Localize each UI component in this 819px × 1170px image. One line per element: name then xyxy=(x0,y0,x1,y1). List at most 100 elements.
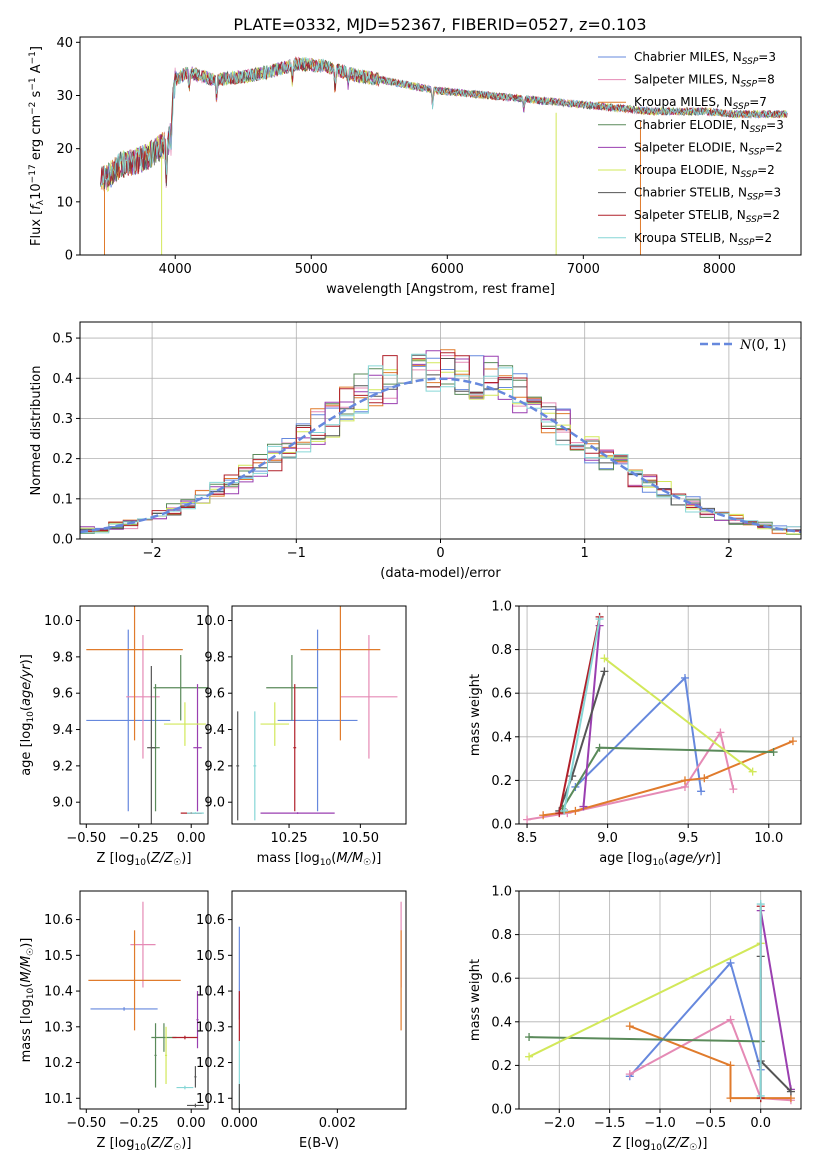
x-tick-label: −2 xyxy=(143,546,162,561)
y-tick-label: 1.0 xyxy=(491,885,512,900)
label-part: =2 xyxy=(762,208,780,222)
label-part: 10 xyxy=(134,1143,146,1153)
y-tick-label: 9.6 xyxy=(204,687,225,702)
x-tick-label: 5000 xyxy=(295,262,328,277)
label-part: Kroupa ELODIE, N xyxy=(634,163,741,177)
y-axis-label: Flux [fλ10−17 erg cm−2 s−1 A−1] xyxy=(28,46,46,246)
plot-area xyxy=(238,901,402,1109)
y-tick-label: 0 xyxy=(65,249,73,264)
x-tick-label: 9.0 xyxy=(597,831,618,846)
label-part: −2 xyxy=(28,102,38,115)
weight-marker xyxy=(568,772,577,781)
panel-mass-vs-EBV: 0.000 0.002 10.1 10.2 10.3 10.4 10.5 10.6 E(B-V) xyxy=(196,890,407,1151)
y-tick-label: 9.8 xyxy=(204,650,225,665)
label-part: age/yr xyxy=(19,663,34,706)
legend-entry: Salpeter MILES, NSSP=8 xyxy=(634,73,775,90)
label-part: ( xyxy=(146,851,151,866)
y-tick-label: 10.5 xyxy=(44,949,73,964)
x-axis-label: Z [log10(Z/Z☉)] xyxy=(97,851,192,868)
label-part: )] xyxy=(697,1136,707,1151)
weight-marker xyxy=(625,1022,634,1031)
x-tick-label: 10.50 xyxy=(342,831,379,846)
x-axis-label: (data-model)/error xyxy=(380,566,501,581)
plot-area xyxy=(86,606,208,824)
label-part: Salpeter MILES, N xyxy=(634,73,741,87)
x-tick-label: 8.5 xyxy=(517,831,538,846)
y-tick-label: 9.4 xyxy=(52,723,73,738)
legend-entry: Chabrier STELIB, NSSP=3 xyxy=(634,186,781,203)
y-tick-label: 10.6 xyxy=(196,913,225,928)
spectrum-line xyxy=(100,57,788,186)
label-part: λ xyxy=(36,199,46,205)
y-tick-label: 0.1 xyxy=(52,492,73,507)
y-tick-label: 0.8 xyxy=(491,928,512,943)
label-part: =2 xyxy=(765,140,783,154)
x-axis-label: E(B-V) xyxy=(299,1136,339,1151)
normal-curve xyxy=(80,377,801,534)
label-part: SSP xyxy=(747,193,764,203)
panel-weight-vs-age: 8.5 9.0 9.5 10.0 0.0 0.2 0.4 0.6 0.8 1.0 age [log1… xyxy=(468,600,802,868)
y-axis-label: mass [log10(M/M☉)] xyxy=(19,938,36,1063)
label-part: SSP xyxy=(733,102,750,112)
legend-entry: Chabrier ELODIE, NSSP=3 xyxy=(634,118,784,135)
weight-marker xyxy=(726,1015,735,1024)
label-part: erg cm xyxy=(29,115,44,164)
y-tick-label: 10.1 xyxy=(196,1092,225,1107)
label-part: age [log xyxy=(599,851,652,866)
y-tick-label: 9.4 xyxy=(204,723,225,738)
label-part: 10 xyxy=(650,1143,662,1153)
label-part: ( xyxy=(19,706,34,711)
label-part: 10 xyxy=(26,987,36,999)
y-axis-label: mass weight xyxy=(468,959,483,1041)
label-part: −1 xyxy=(28,77,38,90)
x-axis-label: Z [log10(Z/Z☉)] xyxy=(97,1136,192,1153)
x-tick-label: 1 xyxy=(581,546,589,561)
y-tick-label: 9.0 xyxy=(52,796,73,811)
plot-area xyxy=(80,349,801,539)
label-part: SSP xyxy=(746,215,763,225)
x-tick-label: −0.25 xyxy=(119,1116,159,1131)
label-part: =3 xyxy=(766,118,784,132)
legend-entry: Salpeter STELIB, NSSP=2 xyxy=(634,208,780,225)
label-part: SSP xyxy=(742,57,759,67)
x-tick-label: −2.0 xyxy=(543,1116,575,1131)
label-part: Z/Z xyxy=(666,1136,690,1151)
label-part: ( xyxy=(331,851,336,866)
weight-marker xyxy=(726,958,735,967)
y-tick-label: 0.2 xyxy=(491,774,512,789)
label-part: mass [log xyxy=(19,999,34,1062)
weight-line xyxy=(558,616,601,814)
label-part: ( xyxy=(19,983,34,988)
label-part: age [log xyxy=(19,723,34,776)
weight-line xyxy=(558,671,606,812)
label-part: −17 xyxy=(28,164,38,183)
label-part: 10 xyxy=(652,858,664,868)
label-part: Kroupa STELIB, N xyxy=(634,231,738,245)
panel-age-vs-mass: 10.25 10.50 9.0 9.2 9.4 9.6 9.8 10.0 mass [log10… xyxy=(196,605,407,868)
label-part: Z [log xyxy=(613,1136,651,1151)
label-part: Z/Z xyxy=(150,851,174,866)
label-part: Chabrier MILES, N xyxy=(634,50,742,64)
weight-line xyxy=(561,746,774,810)
y-tick-label: 40 xyxy=(56,36,73,51)
x-tick-label: −1.5 xyxy=(594,1116,626,1131)
plot-area xyxy=(523,612,797,824)
y-tick-label: 0.4 xyxy=(491,730,512,745)
y-tick-label: 0.6 xyxy=(491,972,512,987)
axes-frame xyxy=(79,605,209,825)
weight-marker xyxy=(700,774,709,783)
label-part: −1 xyxy=(28,51,38,64)
label-part: =8 xyxy=(757,73,775,87)
y-tick-label: 0.3 xyxy=(52,412,73,427)
weight-marker xyxy=(680,673,689,682)
label-part: )] xyxy=(711,851,721,866)
weight-marker xyxy=(600,654,609,663)
y-tick-label: 10.6 xyxy=(44,913,73,928)
label-part: A xyxy=(29,64,44,77)
label-part: ☉ xyxy=(173,858,181,868)
label-part: (0, 1) xyxy=(751,338,786,353)
weight-marker xyxy=(756,1091,765,1100)
weight-marker xyxy=(769,748,778,757)
label-part: =3 xyxy=(758,50,776,64)
plot-area xyxy=(236,606,398,821)
